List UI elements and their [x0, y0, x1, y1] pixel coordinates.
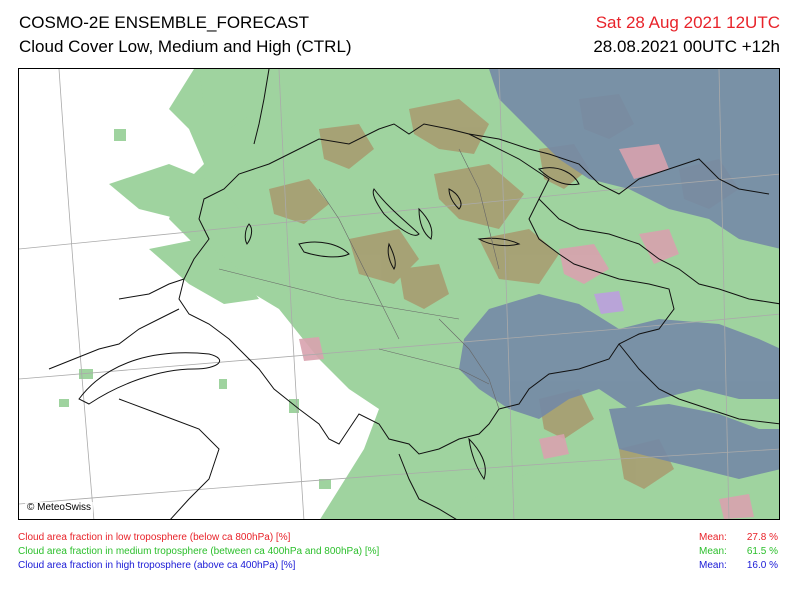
legend-medium-mean-value: 61.5 % [746, 546, 778, 557]
legend-high-mean-value: 16.0 % [746, 560, 778, 571]
lakes [78, 167, 580, 481]
legend-high-mean-label: Mean: [699, 560, 727, 571]
legend-low-mean-value: 27.8 % [746, 532, 778, 543]
legend-low-label: Cloud area fraction in low troposphere (… [18, 532, 291, 543]
low-cloud-layer [299, 144, 754, 519]
run-time: 28.08.2021 00UTC +12h [593, 37, 780, 56]
forecast-subtitle: Cloud Cover Low, Medium and High (CTRL) [19, 37, 352, 56]
legend-medium-mean-label: Mean: [699, 546, 727, 557]
cloud-cover-map[interactable]: © MeteoSwiss [18, 68, 780, 520]
graticule [19, 69, 779, 519]
legend-medium-label: Cloud area fraction in medium tropospher… [18, 546, 380, 557]
legend-low-mean-label: Mean: [699, 532, 727, 543]
copyright-label: © MeteoSwiss [25, 502, 94, 513]
regional-boundaries [218, 148, 500, 410]
forecast-title: COSMO-2E ENSEMBLE_FORECAST [19, 13, 310, 32]
map-canvas [19, 69, 779, 519]
medium-cloud-speckles [59, 129, 331, 489]
valid-time: Sat 28 Aug 2021 12UTC [595, 13, 780, 32]
country-borders [48, 69, 779, 519]
legend-high-label: Cloud area fraction in high troposphere … [18, 560, 296, 571]
all-layers-cloud [594, 291, 624, 314]
